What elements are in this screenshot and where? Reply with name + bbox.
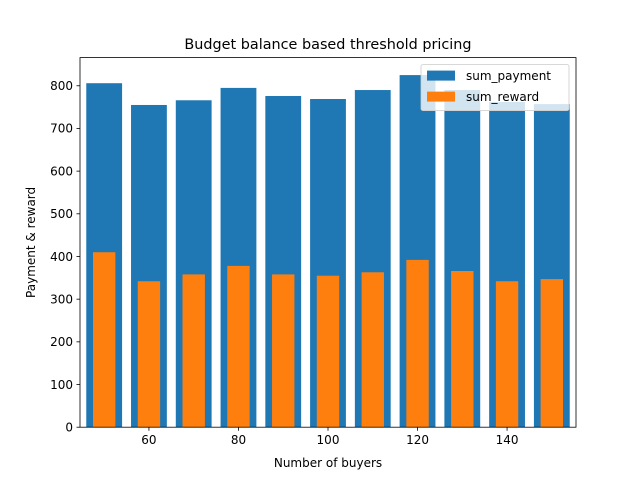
bar-sum-reward-100 bbox=[316, 275, 340, 428]
x-tick-label: 120 bbox=[406, 433, 429, 447]
x-axis-ticks: 60 80 100 120 140 bbox=[141, 427, 519, 447]
y-tick-label: 400 bbox=[50, 250, 73, 264]
bar-sum-reward-70 bbox=[182, 274, 205, 428]
y-tick-label: 500 bbox=[50, 207, 73, 221]
legend: sum_payment sum_reward bbox=[420, 64, 570, 111]
y-tick-label: 200 bbox=[50, 335, 73, 349]
legend-box bbox=[420, 64, 570, 111]
chart-title: Budget balance based threshold pricing bbox=[184, 37, 471, 53]
bar-sum-reward-110 bbox=[361, 272, 384, 428]
y-tick-label: 0 bbox=[65, 421, 73, 435]
legend-label-sum-reward: sum_reward bbox=[466, 90, 539, 104]
bar-sum-reward-90 bbox=[272, 274, 295, 428]
y-tick-label: 100 bbox=[50, 378, 73, 392]
bar-sum-reward-120 bbox=[406, 259, 429, 428]
bar-sum-reward-50 bbox=[92, 252, 116, 428]
x-tick-label: 140 bbox=[496, 433, 519, 447]
bars-layer bbox=[86, 75, 570, 428]
y-tick-label: 700 bbox=[50, 122, 73, 136]
legend-label-sum-payment: sum_payment bbox=[466, 69, 551, 83]
bar-sum-reward-60 bbox=[137, 281, 161, 428]
bar-sum-reward-150 bbox=[540, 279, 564, 428]
bar-sum-reward-140 bbox=[495, 281, 519, 428]
y-tick-label: 600 bbox=[50, 164, 73, 178]
legend-swatch-sum-reward bbox=[427, 91, 455, 102]
bar-sum-reward-80 bbox=[227, 265, 250, 428]
bar-sum-reward-130 bbox=[451, 270, 474, 428]
x-tick-label: 100 bbox=[317, 433, 340, 447]
x-axis-label: Number of buyers bbox=[274, 456, 382, 470]
y-axis-ticks: 0 100 200 300 400 500 600 700 800 bbox=[50, 79, 80, 435]
y-tick-label: 800 bbox=[50, 79, 73, 93]
x-tick-label: 80 bbox=[231, 433, 246, 447]
y-tick-label: 300 bbox=[50, 292, 73, 306]
x-tick-label: 60 bbox=[141, 433, 156, 447]
legend-swatch-sum-payment bbox=[427, 70, 455, 81]
y-axis-label: Payment & reward bbox=[24, 187, 38, 298]
